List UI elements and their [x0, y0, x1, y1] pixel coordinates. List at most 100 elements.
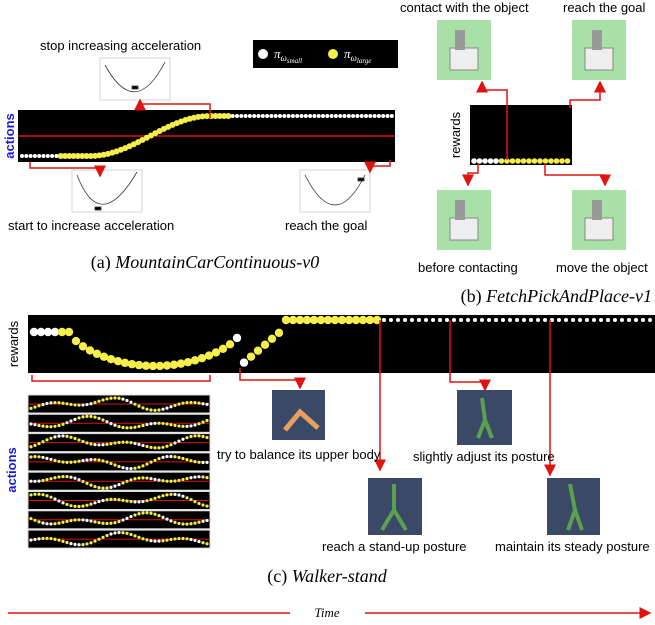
dot [41, 521, 44, 524]
dot [165, 445, 168, 448]
label: reach the goal [563, 0, 646, 15]
dot [113, 441, 116, 444]
dot [499, 158, 505, 164]
dot [193, 423, 196, 426]
dot [33, 493, 36, 496]
dot [113, 396, 116, 399]
dot [49, 537, 52, 540]
dot [193, 401, 196, 404]
dot [57, 475, 60, 478]
dot [97, 417, 100, 420]
dot [85, 504, 88, 507]
dot [45, 537, 48, 540]
dot [65, 461, 68, 464]
dot [308, 114, 312, 118]
dot [109, 486, 112, 489]
dot [29, 422, 32, 425]
dot [157, 446, 160, 449]
dot [141, 511, 144, 514]
dot [247, 352, 255, 360]
dot [417, 318, 421, 322]
dot [351, 114, 355, 118]
dot [189, 435, 192, 438]
dot [37, 520, 40, 523]
dot [381, 114, 385, 118]
figure: stop increasing acceleration πωsmall πωl… [0, 0, 655, 625]
dot [69, 504, 72, 507]
label: try to balance its upper body [217, 447, 381, 462]
dot [396, 318, 400, 322]
dot [445, 318, 449, 322]
dot [510, 158, 516, 164]
dot [81, 518, 84, 521]
dot [53, 538, 56, 541]
dot [37, 154, 41, 158]
dot [61, 475, 64, 478]
label: contact with the object [400, 0, 529, 15]
dot [105, 534, 108, 537]
dot [57, 424, 60, 427]
label: reach a stand-up posture [322, 539, 467, 554]
dot [205, 519, 208, 522]
dot [189, 401, 192, 404]
dot [125, 467, 128, 470]
dot [117, 441, 120, 444]
dot [185, 523, 188, 526]
dot [368, 114, 372, 118]
dot [145, 511, 148, 514]
dot [69, 519, 72, 522]
dot [390, 114, 394, 118]
dot [578, 318, 582, 322]
dot [45, 478, 48, 481]
dot [53, 435, 56, 438]
dot [501, 318, 505, 322]
dot [85, 458, 88, 461]
dot [85, 403, 88, 406]
dot [125, 441, 128, 444]
dot [431, 318, 435, 322]
dot [129, 426, 132, 429]
dot [161, 539, 164, 542]
dot [29, 154, 33, 158]
dot [189, 424, 192, 427]
dot [487, 318, 491, 322]
dot [403, 318, 407, 322]
dot [29, 517, 32, 520]
dot [129, 515, 132, 518]
dot [37, 537, 40, 540]
dot [201, 541, 204, 544]
dot [89, 541, 92, 544]
dot [93, 501, 96, 504]
dot [41, 456, 44, 459]
dot [459, 318, 463, 322]
dot [330, 114, 334, 118]
dot [181, 478, 184, 481]
axis-label: rewards [448, 111, 463, 158]
dot [69, 436, 72, 439]
dot [93, 520, 96, 523]
dot [548, 158, 554, 164]
dot [157, 540, 160, 543]
dot [197, 502, 200, 505]
dot [93, 401, 96, 404]
dot [105, 397, 108, 400]
dot [109, 498, 112, 501]
dot [466, 318, 470, 322]
dot [41, 537, 44, 540]
dot [153, 497, 156, 500]
dot [73, 403, 76, 406]
dot [149, 408, 152, 411]
dot [347, 114, 351, 118]
dot [173, 521, 176, 524]
dot [373, 114, 377, 118]
dot [81, 403, 84, 406]
dot [205, 542, 208, 545]
dot [46, 154, 50, 158]
dot [149, 477, 152, 480]
dot [97, 538, 100, 541]
dot [137, 500, 140, 503]
dot [291, 114, 295, 118]
dot [121, 441, 124, 444]
dot [177, 359, 185, 367]
dot [343, 114, 347, 118]
